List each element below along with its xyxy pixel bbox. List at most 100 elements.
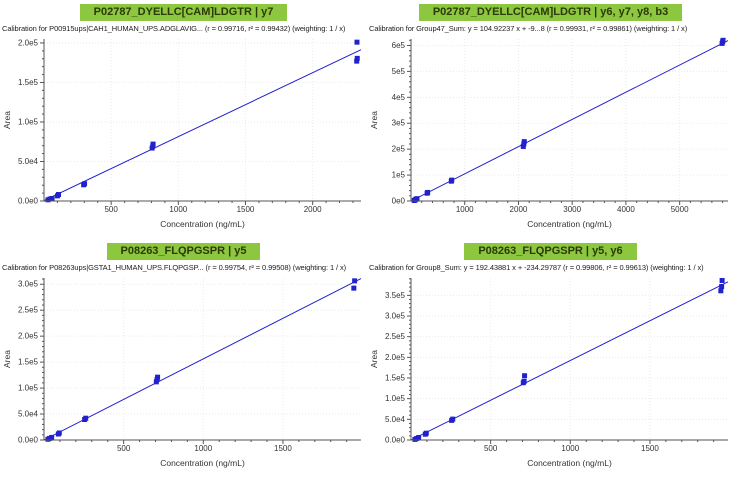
calibration-chart: 500 1000 1500 0.0e0 5.0e4 1.0e5 1.5e5 2.0e5 2.5e… — [2, 278, 361, 468]
title-row: P02787_DYELLC[CAM]LDGTR | y7 — [0, 4, 367, 21]
data-point[interactable] — [82, 181, 88, 187]
x-tick-label: 1500 — [641, 444, 659, 453]
data-point[interactable] — [49, 195, 55, 201]
x-tick-label: 2000 — [304, 205, 322, 214]
y-axis-title: Area — [2, 350, 12, 368]
y-tick-label: 0.0e0 — [385, 436, 406, 445]
title-row: P08263_FLQPGSPR | y5, y6 — [367, 243, 734, 260]
data-point[interactable] — [449, 177, 455, 183]
x-axis-title: Concentration (ng/mL) — [160, 458, 245, 468]
x-tick-label: 1000 — [169, 205, 187, 214]
y-tick-label: 2.0e5 — [385, 353, 406, 362]
data-point[interactable] — [49, 434, 55, 440]
y-tick-label: 5.0e4 — [18, 410, 39, 419]
y-tick-label: 5.0e4 — [18, 157, 39, 166]
data-point[interactable] — [354, 58, 360, 64]
y-tick-label: 3e5 — [392, 119, 406, 128]
calibration-equation: Calibration for P08263ups|GSTA1_HUMAN_UP… — [2, 263, 347, 272]
title-row: P02787_DYELLC[CAM]LDGTR | y6, y7, y8, b3 — [367, 4, 734, 21]
data-point[interactable] — [56, 192, 62, 198]
data-point[interactable] — [155, 374, 161, 380]
regression-line — [411, 40, 728, 201]
x-tick-label: 4000 — [617, 205, 635, 214]
y-tick-label: 1.5e5 — [18, 358, 39, 367]
data-point[interactable] — [416, 435, 422, 441]
x-tick-label: 1500 — [237, 205, 255, 214]
data-point[interactable] — [425, 189, 431, 195]
x-axis-title: Concentration (ng/mL) — [527, 458, 612, 468]
peptide-title: P08263_FLQPGSPR | y5, y6 — [464, 243, 637, 260]
y-tick-label: 1.5e5 — [18, 78, 39, 87]
data-point[interactable] — [354, 39, 360, 45]
calibration-equation: Calibration for Group8_Sum: y = 192.4388… — [369, 263, 704, 272]
y-tick-label: 5e5 — [392, 67, 406, 76]
data-point[interactable] — [351, 285, 357, 291]
peptide-title: P02787_DYELLC[CAM]LDGTR | y6, y7, y8, b3 — [418, 4, 683, 21]
data-point[interactable] — [718, 288, 724, 294]
calibration-chart: 1000 2000 3000 4000 5000 0e0 1e5 2e5 3e5 4e5 5e5 6e… — [369, 37, 728, 229]
regression-line — [411, 281, 728, 440]
calibration-panel: P02787_DYELLC[CAM]LDGTR | y7 Calibration… — [0, 0, 367, 239]
data-point[interactable] — [354, 55, 360, 61]
y-tick-label: 1.5e5 — [385, 374, 406, 383]
y-tick-label: 0e0 — [392, 197, 406, 206]
data-point[interactable] — [719, 283, 725, 289]
y-axis-title: Area — [369, 350, 379, 368]
x-tick-label: 3000 — [563, 205, 581, 214]
y-tick-label: 0.0e0 — [18, 436, 39, 445]
y-tick-label: 5.0e4 — [385, 415, 406, 424]
data-point[interactable] — [450, 416, 456, 422]
data-point[interactable] — [352, 278, 358, 284]
y-tick-label: 1e5 — [392, 171, 406, 180]
calibration-chart: 500 1000 1500 0.0e0 5.0e4 1.0e5 1.5e5 2.0e5 2.5e… — [369, 277, 728, 468]
x-tick-label: 1000 — [194, 444, 212, 453]
x-tick-label: 1000 — [456, 205, 474, 214]
data-point[interactable] — [521, 378, 527, 384]
data-point[interactable] — [719, 277, 725, 283]
y-tick-label: 3.0e5 — [18, 280, 39, 289]
data-point[interactable] — [423, 430, 429, 436]
regression-line — [44, 278, 361, 440]
data-point[interactable] — [83, 415, 89, 421]
calibration-panel: P02787_DYELLC[CAM]LDGTR | y6, y7, y8, b3… — [367, 0, 734, 239]
x-tick-label: 500 — [117, 444, 131, 453]
calibration-equation: Calibration for Group47_Sum: y = 104.922… — [369, 24, 688, 33]
x-tick-label: 2000 — [510, 205, 528, 214]
y-axis-title: Area — [369, 111, 379, 129]
calibration-equation: Calibration for P00915ups|CAH1_HUMAN_UPS… — [2, 24, 346, 33]
title-row: P08263_FLQPGSPR | y5 — [0, 243, 367, 260]
data-point[interactable] — [150, 141, 156, 147]
y-tick-label: 2.5e5 — [18, 306, 39, 315]
y-tick-label: 1.0e5 — [18, 384, 39, 393]
y-tick-label: 3.5e5 — [385, 291, 406, 300]
regression-line — [44, 49, 361, 201]
x-axis-title: Concentration (ng/mL) — [527, 219, 612, 229]
x-tick-label: 5000 — [671, 205, 689, 214]
x-tick-label: 1500 — [274, 444, 292, 453]
y-tick-label: 2.0e5 — [18, 38, 39, 47]
x-tick-label: 500 — [104, 205, 118, 214]
peptide-title: P08263_FLQPGSPR | y5 — [106, 243, 261, 260]
y-tick-label: 6e5 — [392, 41, 406, 50]
y-tick-label: 0.0e0 — [18, 197, 39, 206]
y-tick-label: 4e5 — [392, 93, 406, 102]
data-point[interactable] — [522, 373, 528, 379]
x-tick-label: 1000 — [561, 444, 579, 453]
data-point[interactable] — [521, 139, 527, 145]
y-tick-label: 2.0e5 — [18, 332, 39, 341]
data-point[interactable] — [414, 196, 420, 202]
y-axis-title: Area — [2, 111, 12, 129]
y-tick-label: 1.0e5 — [18, 117, 39, 126]
x-tick-label: 500 — [484, 444, 498, 453]
calibration-chart: 500 1000 1500 2000 0.0e0 5.0e4 1.0e5 1.5e5 2.0e5… — [2, 38, 361, 229]
peptide-title: P02787_DYELLC[CAM]LDGTR | y7 — [79, 4, 288, 21]
y-tick-label: 2e5 — [392, 145, 406, 154]
calibration-panel: P08263_FLQPGSPR | y5 Calibration for P08… — [0, 239, 367, 479]
data-point[interactable] — [56, 430, 62, 436]
y-tick-label: 1.0e5 — [385, 394, 406, 403]
data-point[interactable] — [720, 37, 726, 43]
y-tick-label: 3.0e5 — [385, 312, 406, 321]
y-tick-label: 2.5e5 — [385, 332, 406, 341]
x-axis-title: Concentration (ng/mL) — [160, 219, 245, 229]
